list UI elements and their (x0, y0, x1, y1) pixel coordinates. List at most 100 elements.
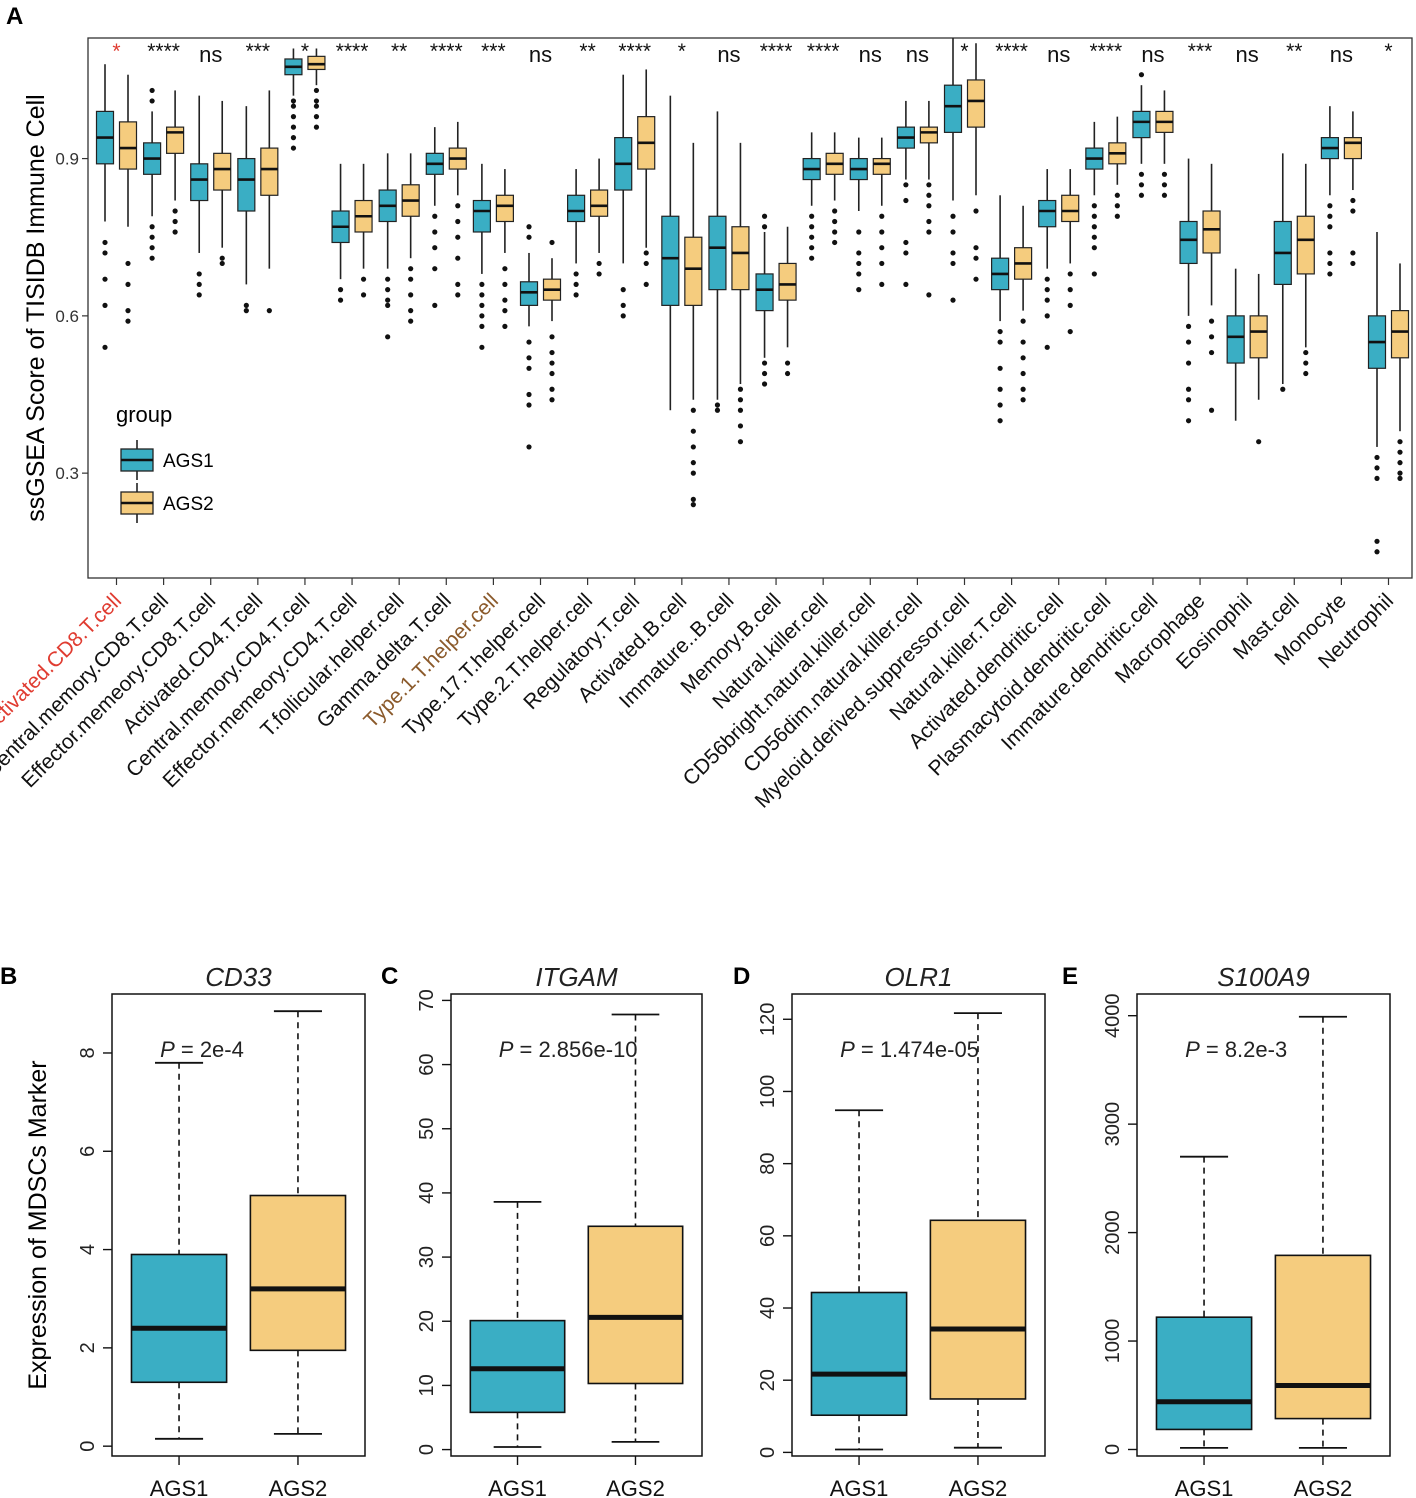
panel-letter-a: A (6, 3, 23, 30)
outlier-point (856, 287, 862, 293)
outlier-point (243, 308, 249, 314)
box-ags1 (519, 281, 539, 306)
outlier-point (903, 281, 909, 288)
outlier-point (973, 276, 979, 282)
outlier-point (313, 114, 320, 120)
outlier-point (408, 308, 414, 314)
outlier-point (219, 260, 225, 267)
box-ags1 (472, 199, 491, 233)
outlier-point (313, 124, 320, 130)
group-box-ags2 (1274, 1015, 1372, 1449)
outlier-point (149, 234, 155, 240)
box-ags1 (237, 157, 256, 212)
outlier-point (1091, 213, 1097, 219)
outlier-point (1208, 318, 1215, 324)
outlier-point (1374, 475, 1380, 481)
outlier-point (1020, 397, 1026, 403)
y-tick-label: 80 (757, 1153, 779, 1175)
box-ags1 (708, 215, 727, 291)
outlier-point (360, 276, 367, 282)
outlier-point (879, 281, 885, 288)
outlier-point (149, 87, 155, 94)
group-box-ags1 (1155, 1155, 1253, 1449)
outlier-point (526, 339, 532, 345)
panel-letter-b: B (0, 963, 17, 990)
outlier-point (1397, 475, 1403, 481)
outlier-point (950, 297, 956, 303)
outlier-point (479, 281, 485, 288)
outlier-point (879, 229, 885, 235)
outlier-point (690, 444, 696, 450)
box-ags2 (1061, 194, 1080, 223)
outlier-point (526, 224, 532, 230)
box-ags2 (590, 189, 609, 217)
p-value-annotation: P = 1.474e-05 (840, 1037, 979, 1062)
outlier-point (1208, 349, 1215, 356)
p-value-annotation: P = 8.2e-3 (1185, 1037, 1287, 1062)
y-tick-label: 10 (416, 1374, 438, 1396)
box-ags2 (919, 126, 938, 144)
significance-label: **** (995, 40, 1028, 63)
outlier-point (1161, 182, 1168, 188)
outlier-point (549, 397, 555, 403)
outlier-point (997, 339, 1003, 345)
y-tick-label: 2000 (1102, 1210, 1124, 1255)
outlier-point (549, 370, 555, 377)
box-ags2 (118, 121, 138, 170)
outlier-point (1397, 460, 1403, 466)
y-tick-label: 20 (416, 1310, 438, 1332)
outlier-point (526, 365, 532, 371)
box (1274, 1254, 1372, 1420)
outlier-point (526, 234, 532, 240)
outlier-point (1044, 297, 1050, 303)
x-category-label: AGS1 (150, 1476, 209, 1498)
significance-label: ** (391, 40, 407, 63)
y-tick-label: 100 (757, 1075, 779, 1108)
outlier-point (950, 260, 956, 267)
outlier-point (1138, 182, 1145, 188)
category-group: ****Memory.B.cell (676, 40, 797, 698)
panel-b: B CD33 Expression of MDSCs Marker 0 2 4 6 8 AGS1… (0, 962, 366, 1498)
outlier-point (596, 260, 602, 267)
box-ags1 (1038, 199, 1057, 228)
outlier-point (455, 255, 461, 261)
outlier-point (526, 391, 532, 398)
outlier-point (903, 182, 909, 188)
p-value-text: = 8.2e-3 (1200, 1037, 1287, 1062)
outlier-point (1185, 397, 1192, 403)
outlier-point (809, 224, 815, 230)
significance-label: * (960, 40, 968, 63)
outlier-point (455, 203, 461, 209)
outlier-point (1374, 465, 1380, 471)
y-tick-label: 4 (77, 1244, 99, 1255)
outlier-point (432, 213, 438, 219)
outlier-point (1397, 449, 1403, 455)
outlier-point (903, 239, 909, 246)
outlier-point (1185, 360, 1192, 366)
outlier-point (1091, 224, 1097, 230)
outlier-point (1327, 271, 1333, 277)
outlier-point (620, 313, 626, 319)
outlier-point (926, 292, 932, 298)
outlier-point (313, 103, 320, 109)
box-ags2 (495, 194, 514, 223)
p-value-symbol: P (1185, 1037, 1200, 1062)
outlier-point (997, 402, 1003, 408)
panel-letter-e: E (1062, 963, 1078, 990)
outlier-point (1374, 538, 1380, 544)
outlier-point (879, 260, 885, 267)
outlier-point (313, 87, 320, 94)
box (130, 1253, 228, 1384)
box-ags2 (966, 79, 986, 128)
outlier-point (1303, 349, 1309, 356)
outlier-point (997, 328, 1003, 335)
panel-c: C ITGAM 0 10 20 30 40 50 60 70 AGS1 AGS2 P = 2.856e-… (381, 962, 703, 1498)
outlier-point (290, 145, 297, 151)
category-group: ***Macrophage (1111, 40, 1221, 688)
outlier-point (1020, 355, 1026, 361)
outlier-point (714, 402, 721, 408)
outlier-point (832, 239, 838, 246)
p-value-annotation: P = 2e-4 (160, 1037, 244, 1062)
